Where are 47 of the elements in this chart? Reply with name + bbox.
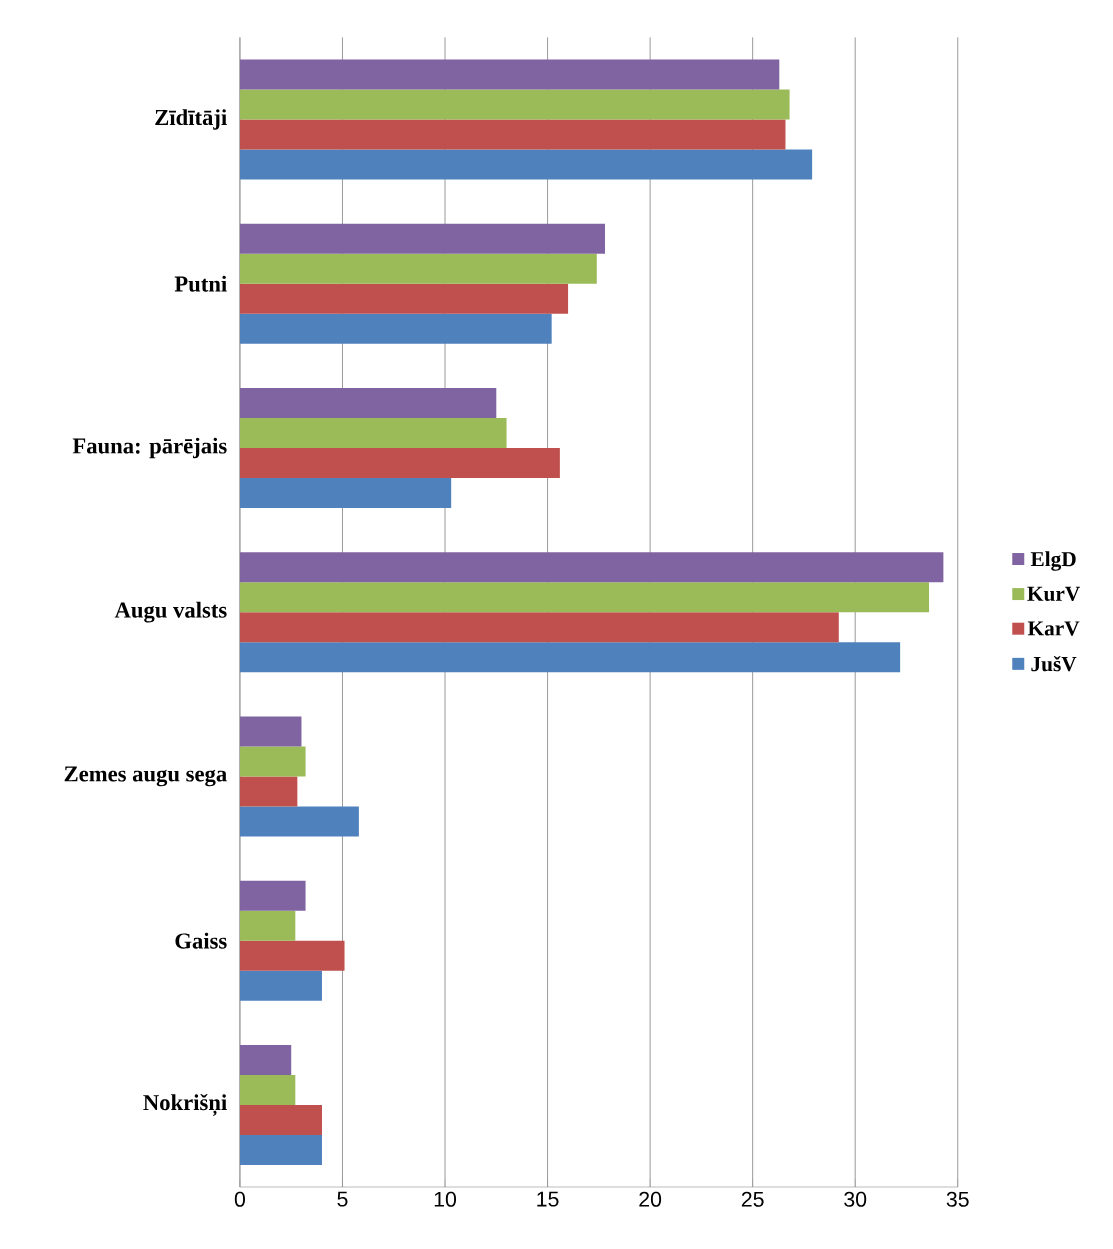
bar <box>239 1104 322 1135</box>
bar <box>239 119 786 150</box>
bar <box>239 1044 292 1075</box>
x-tick-label: 30 <box>844 1191 867 1207</box>
bar <box>239 387 497 418</box>
x-tick-label: 20 <box>639 1191 662 1207</box>
bar <box>239 642 901 673</box>
bar <box>239 776 298 807</box>
x-tick-label: 15 <box>537 1191 559 1207</box>
bar <box>239 910 296 941</box>
bar <box>239 552 944 583</box>
bar <box>239 253 597 284</box>
y-tick-label: Nokrišņi <box>143 1094 227 1116</box>
y-tick-label: Gaiss <box>175 932 227 949</box>
y-tick-label: Augu valsts <box>114 601 227 623</box>
bar <box>239 806 359 837</box>
bar <box>239 612 839 643</box>
bar <box>239 970 322 1001</box>
bar <box>239 1134 322 1165</box>
x-tick-label: 35 <box>946 1191 969 1207</box>
y-tick-label: Fauna: pārējais <box>72 437 227 459</box>
bar <box>239 746 306 777</box>
bar <box>239 313 552 344</box>
bar <box>239 880 306 911</box>
x-tick-label: 25 <box>741 1191 764 1207</box>
y-tick-label: Zemes augu sega <box>64 766 227 787</box>
bar <box>239 447 560 478</box>
bar <box>239 477 452 508</box>
bar <box>239 89 790 120</box>
bar <box>239 59 780 90</box>
x-tick-label: 10 <box>434 1191 457 1207</box>
bar <box>239 223 605 254</box>
legend-label: ElgD <box>1030 551 1076 571</box>
bar <box>239 716 302 747</box>
x-tick-label: 5 <box>337 1191 348 1207</box>
legend-label: KurV <box>1027 586 1080 602</box>
bar <box>239 149 813 180</box>
y-tick-label: Putni <box>174 275 227 292</box>
x-tick-label: 0 <box>234 1191 246 1207</box>
bar <box>239 582 930 613</box>
bar <box>239 417 507 448</box>
y-tick-label: Zīdītāji <box>155 109 227 130</box>
bar <box>239 283 569 314</box>
bar <box>239 1074 296 1105</box>
bar <box>239 940 345 971</box>
legend-label: KarV <box>1027 621 1080 636</box>
legend-label: JušV <box>1031 656 1077 672</box>
